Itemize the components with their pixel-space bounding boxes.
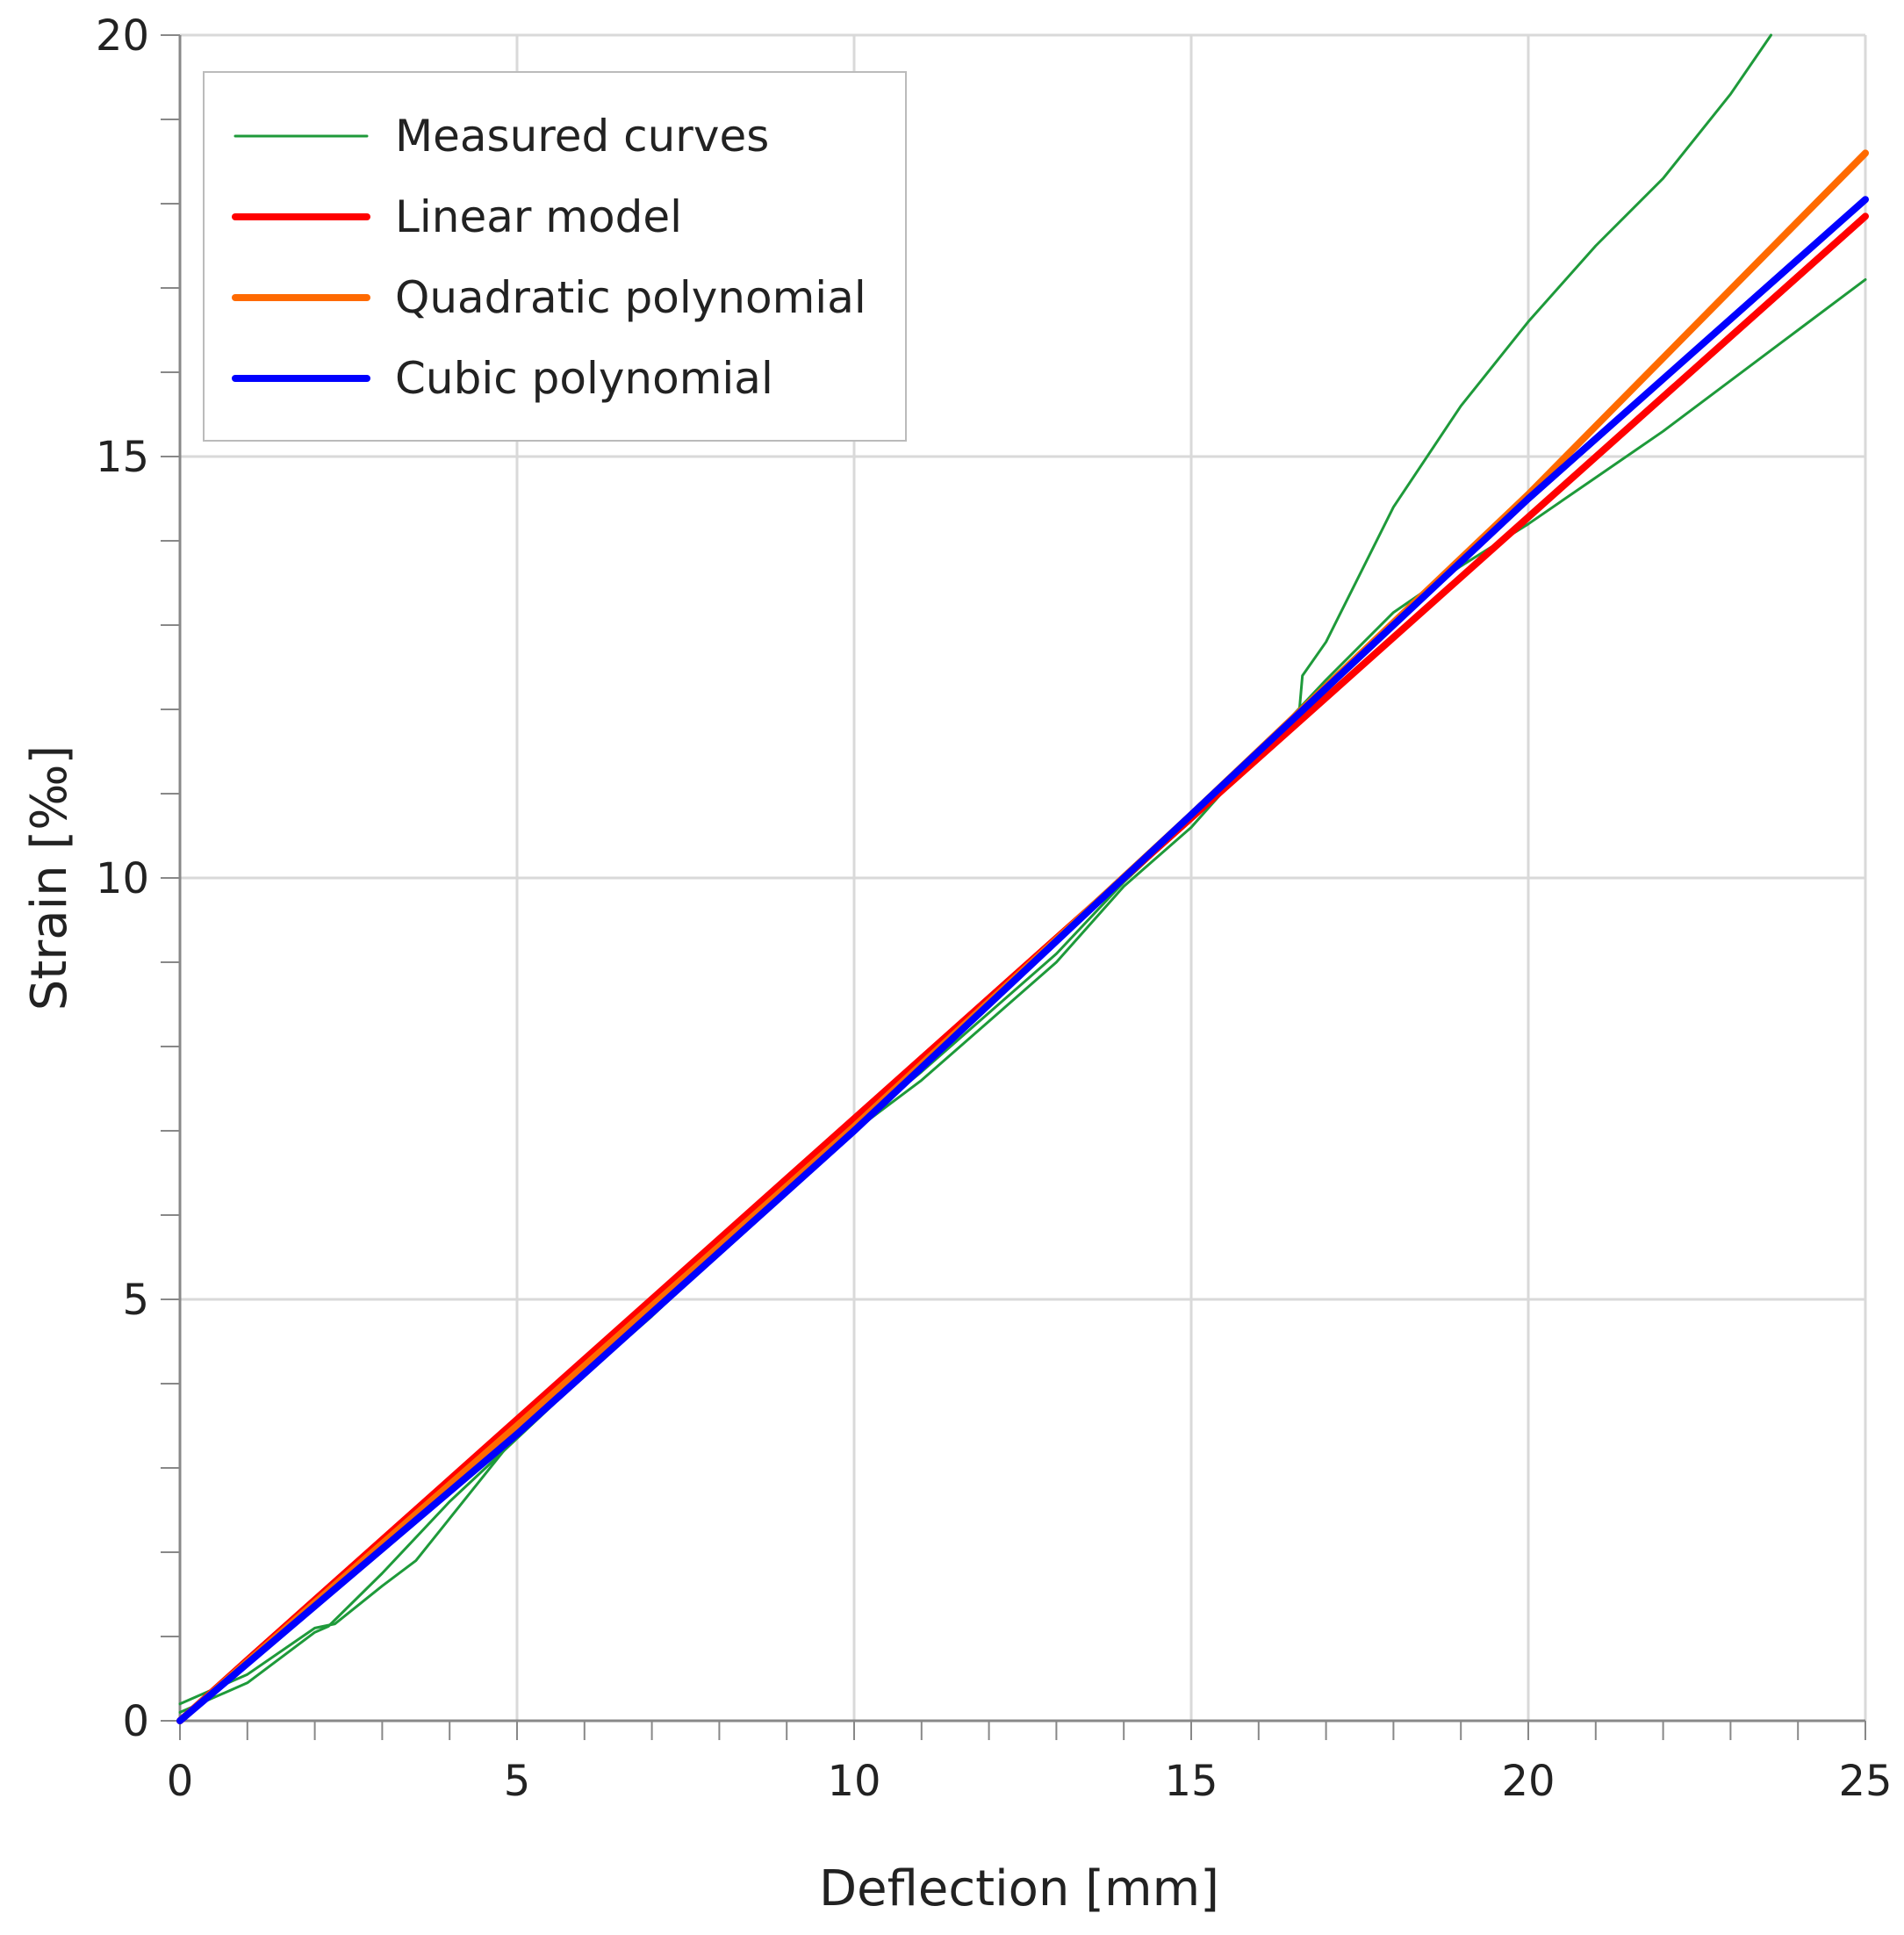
y-tick-label: 20 (96, 11, 149, 61)
legend-label: Cubic polynomial (395, 353, 773, 404)
x-axis-title: Deflection [mm] (819, 1860, 1219, 1917)
y-tick-label: 5 (122, 1276, 149, 1325)
legend-label: Quadratic polynomial (395, 272, 866, 323)
series-line-cubic-polynomial (176, 196, 1869, 1724)
y-tick-label: 15 (96, 433, 149, 482)
y-axis-title: Strain [‰] (21, 745, 78, 1011)
series-line-measured-curves (178, 277, 1867, 1714)
legend-label: Linear model (395, 191, 682, 242)
x-tick-label: 0 (167, 1757, 194, 1806)
legend-label: Measured curves (395, 111, 769, 162)
legend: Measured curves Linear model Quadratic pol… (203, 71, 907, 442)
tick-labels: 0 5 10 15 20 25 0 5 10 15 20 (96, 11, 1893, 1806)
x-tick-label: 20 (1501, 1757, 1555, 1806)
y-tick-label: 0 (122, 1697, 149, 1746)
x-tick-label: 10 (827, 1757, 880, 1806)
axes (178, 35, 1865, 1723)
x-tick-label: 5 (504, 1757, 531, 1806)
legend-entries: Measured curves Linear model Quadratic pol… (232, 111, 866, 404)
x-tick-label: 15 (1164, 1757, 1218, 1806)
series-lines (176, 33, 1869, 1724)
x-tick-label: 25 (1838, 1757, 1892, 1806)
y-tick-label: 10 (96, 854, 149, 903)
series-line-measured-curves (178, 33, 1772, 1706)
minor-ticks (161, 34, 1866, 1740)
